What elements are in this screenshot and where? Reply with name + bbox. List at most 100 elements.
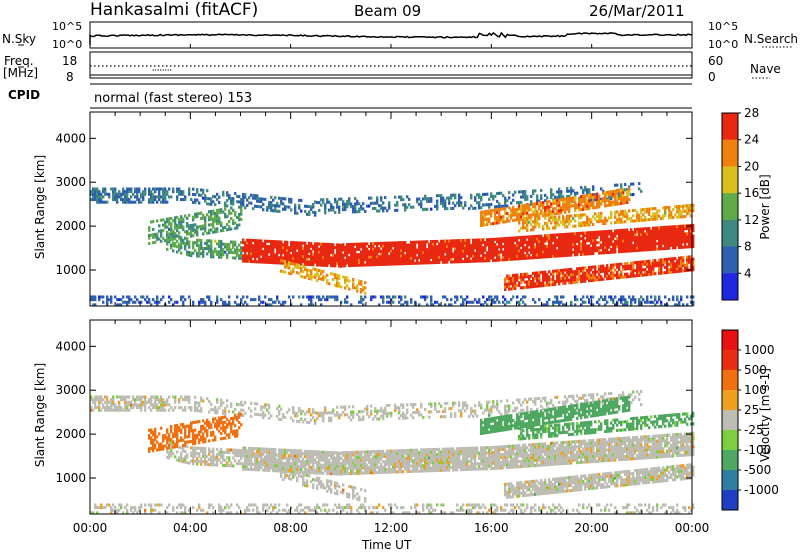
scatter-cell bbox=[586, 218, 589, 222]
scatter-cell bbox=[678, 264, 681, 268]
scatter-cell bbox=[172, 408, 175, 412]
scatter-cell bbox=[538, 222, 541, 226]
scatter-cell bbox=[674, 262, 677, 266]
scatter-cell bbox=[278, 204, 281, 208]
scatter-cell bbox=[532, 220, 535, 224]
scatter-cell bbox=[646, 218, 649, 222]
scatter-cell bbox=[114, 198, 117, 202]
scatter-cell bbox=[676, 269, 679, 273]
scatter-cell bbox=[232, 219, 235, 223]
scatter-cell bbox=[322, 258, 325, 262]
scatter-cell bbox=[258, 239, 261, 243]
scatter-cell bbox=[490, 256, 493, 260]
scatter-cell bbox=[560, 279, 563, 283]
scatter-cell bbox=[504, 277, 507, 281]
scatter-cell bbox=[540, 237, 543, 241]
scatter-cell bbox=[294, 203, 297, 207]
scatter-cell bbox=[558, 187, 561, 191]
scatter-cell bbox=[302, 295, 305, 299]
scatter-cell bbox=[468, 251, 471, 255]
scatter-cell bbox=[482, 210, 485, 214]
scatter-cell bbox=[662, 214, 665, 218]
scatter-cell bbox=[536, 271, 539, 275]
scatter-cell bbox=[254, 194, 257, 198]
scatter-cell bbox=[392, 244, 395, 248]
scatter-cell bbox=[252, 193, 255, 198]
scatter-cell bbox=[138, 406, 141, 410]
scatter-cell bbox=[664, 241, 667, 245]
scatter-cell bbox=[640, 268, 643, 272]
scatter-cell bbox=[670, 216, 673, 220]
scatter-cell bbox=[358, 300, 361, 304]
scatter-cell bbox=[162, 406, 165, 410]
scatter-cell bbox=[166, 436, 169, 440]
scatter-cell bbox=[264, 255, 267, 259]
scatter-cell bbox=[286, 259, 289, 263]
scatter-cell bbox=[338, 276, 341, 280]
scatter-cell bbox=[142, 395, 145, 399]
scatter-cell bbox=[174, 244, 177, 248]
scatter-cell bbox=[166, 441, 169, 445]
scatter-cell bbox=[150, 408, 153, 412]
scatter-cell bbox=[198, 212, 201, 216]
scatter-cell bbox=[272, 250, 275, 254]
scatter-cell bbox=[626, 275, 629, 279]
scatter-cell bbox=[104, 506, 107, 510]
scatter-cell bbox=[544, 275, 547, 279]
scatter-cell bbox=[162, 195, 165, 199]
scatter-cell bbox=[512, 279, 515, 283]
scatter-cell bbox=[90, 406, 93, 410]
scatter-cell bbox=[642, 237, 645, 241]
scatter-cell bbox=[236, 194, 239, 198]
scatter-cell bbox=[266, 245, 269, 249]
scatter-cell bbox=[648, 264, 651, 269]
scatter-cell bbox=[424, 253, 427, 257]
scatter-cell bbox=[330, 295, 333, 299]
scatter-cell bbox=[524, 246, 527, 250]
scatter-cell bbox=[614, 192, 617, 196]
scatter-cell bbox=[354, 258, 357, 262]
scatter-cell bbox=[430, 197, 433, 201]
scatter-cell bbox=[472, 257, 475, 261]
scatter-cell bbox=[462, 260, 465, 264]
scatter-cell bbox=[562, 303, 565, 307]
scatter-cell bbox=[160, 408, 163, 412]
scatter-cell bbox=[148, 300, 151, 304]
scatter-cell bbox=[224, 207, 227, 211]
scatter-cell bbox=[442, 242, 445, 246]
scatter-cell bbox=[628, 209, 631, 213]
scatter-cell bbox=[532, 202, 535, 206]
scatter-cell bbox=[146, 400, 149, 404]
scatter-cell bbox=[618, 273, 621, 277]
scatter-cell bbox=[538, 225, 541, 229]
scatter-cell bbox=[524, 226, 527, 230]
scatter-cell bbox=[418, 256, 421, 260]
scatter-cell bbox=[248, 249, 251, 253]
scatter-cell bbox=[648, 237, 651, 241]
scatter-cell bbox=[188, 192, 191, 196]
scatter-cell bbox=[632, 298, 635, 302]
scatter-cell bbox=[278, 256, 281, 260]
scatter-cell bbox=[626, 300, 629, 304]
scatter-cell bbox=[644, 248, 647, 252]
scatter-cell bbox=[232, 199, 235, 203]
scatter-cell bbox=[582, 274, 585, 278]
scatter-cell bbox=[610, 276, 613, 280]
scatter-cell bbox=[680, 261, 683, 265]
scatter-cell bbox=[552, 277, 555, 281]
scatter-cell bbox=[330, 243, 333, 247]
scatter-cell bbox=[326, 242, 329, 246]
scatter-cell bbox=[590, 273, 593, 277]
scatter-cell bbox=[316, 260, 319, 264]
scatter-cell bbox=[352, 207, 355, 211]
scatter-cell bbox=[640, 227, 643, 231]
scatter-cell bbox=[558, 238, 561, 242]
scatter-cell bbox=[498, 250, 501, 254]
scatter-cell bbox=[488, 298, 491, 302]
scatter-cell bbox=[570, 303, 573, 307]
scatter-cell bbox=[326, 253, 329, 257]
scatter-cell bbox=[114, 506, 117, 510]
scatter-cell bbox=[488, 209, 491, 213]
scatter-cell bbox=[634, 246, 637, 250]
scatter-cell bbox=[382, 209, 385, 213]
